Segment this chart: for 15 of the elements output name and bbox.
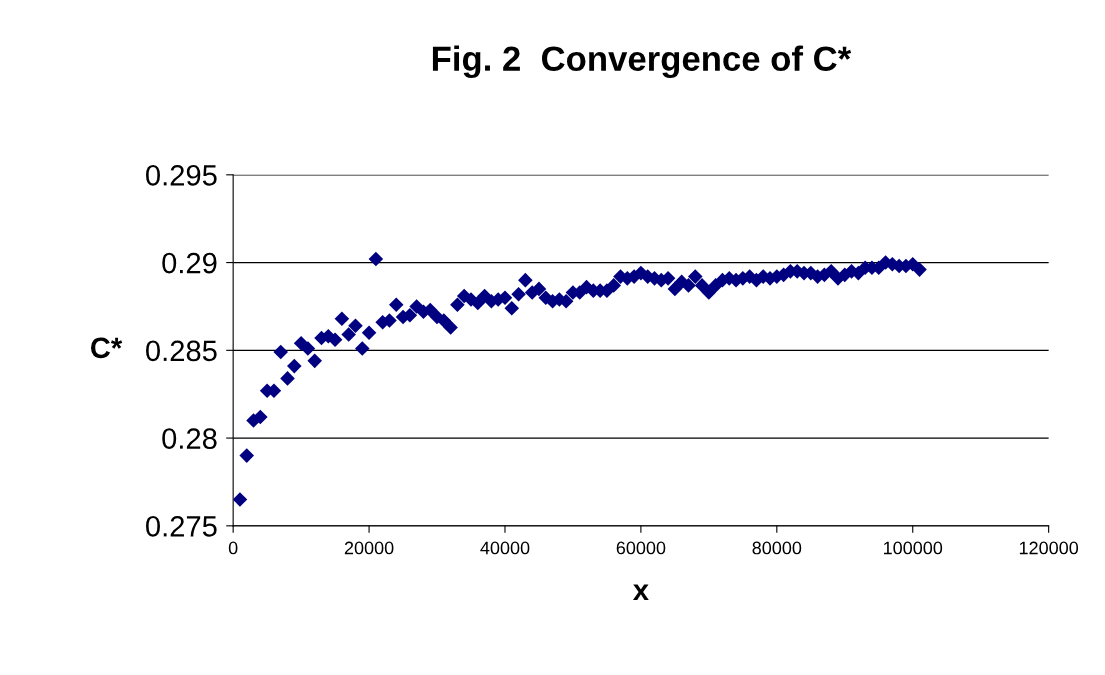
- x-tick-label: 120000: [1019, 541, 1079, 555]
- x-tick-label: 100000: [883, 541, 943, 555]
- y-tick-label: 0.275: [146, 516, 217, 537]
- y-tick-label: 0.29: [162, 252, 217, 274]
- y-tick-label: 0.28: [162, 428, 217, 449]
- y-tick-label: 0.285: [146, 340, 217, 362]
- x-axis-title: x: [632, 584, 649, 600]
- x-tick-label: 40000: [480, 541, 530, 555]
- y-axis-title: C*: [91, 337, 123, 359]
- y-tick-label: 0.295: [146, 165, 217, 186]
- x-tick-label: 0: [228, 541, 238, 555]
- x-tick-label: 60000: [616, 541, 666, 555]
- x-tick-label: 80000: [752, 541, 802, 555]
- chart-title: Fig. 2 Convergence of C*: [432, 45, 852, 79]
- x-tick-label: 20000: [344, 541, 394, 555]
